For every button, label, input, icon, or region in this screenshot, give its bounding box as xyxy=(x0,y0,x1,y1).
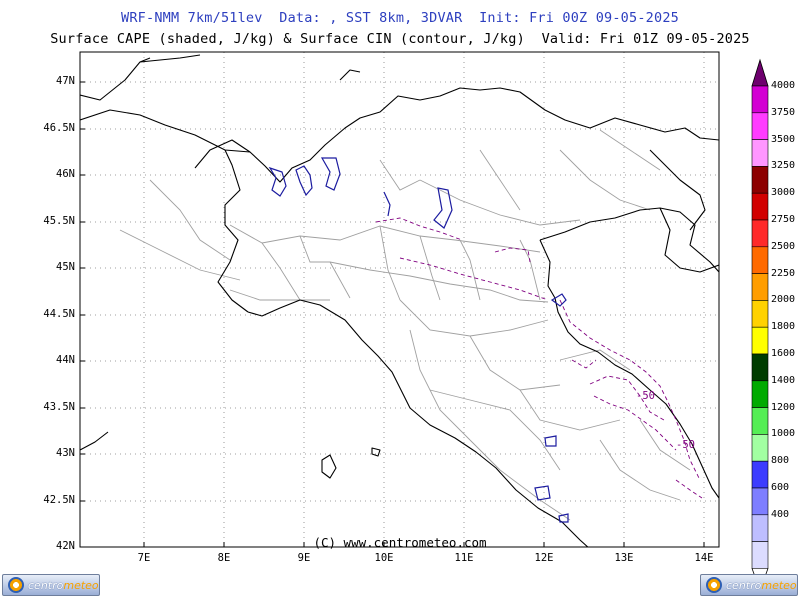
lat-label: 44.5N xyxy=(43,308,75,320)
colorbar-swatch xyxy=(751,380,769,408)
colorbar-label: 1400 xyxy=(771,374,796,386)
colorbar-label: 2500 xyxy=(771,240,796,252)
colorbar-label: 3250 xyxy=(771,160,796,172)
lat-label: 47N xyxy=(56,75,75,87)
colorbar xyxy=(751,58,769,592)
colorbar-swatch xyxy=(751,407,769,435)
lon-label: 9E xyxy=(297,552,311,564)
colorbar-swatch xyxy=(751,300,769,328)
logo-text-part1: centro xyxy=(726,578,762,592)
colorbar-label: 600 xyxy=(771,482,790,493)
colorbar-swatch xyxy=(751,353,769,382)
lakes xyxy=(268,157,569,523)
colorbar-swatch xyxy=(751,434,769,462)
logo-text-part2: meteo xyxy=(761,578,797,592)
colorbar-label: 3750 xyxy=(771,106,796,118)
colorbar-label: 1000 xyxy=(771,428,796,440)
cin-label: -50 xyxy=(676,439,695,451)
coastline-and-borders xyxy=(80,54,719,547)
lat-label: 42.5N xyxy=(43,494,75,506)
colorbar-label: 3500 xyxy=(771,133,796,145)
title-model-info: WRF-NMM 7km/51lev Data: , SST 8km, 3DVAR… xyxy=(121,10,679,26)
cin-contours xyxy=(375,217,703,499)
colorbar-label: 800 xyxy=(771,455,790,467)
lon-label: 13E xyxy=(614,552,634,564)
colorbar-swatch xyxy=(751,112,769,140)
copyright-text: (C) www.centrometeo.com xyxy=(313,535,487,550)
logo-left[interactable]: centrometeo xyxy=(2,574,100,596)
colorbar-swatch xyxy=(751,85,769,114)
cin-label: -50 xyxy=(636,390,655,402)
colorbar-swatch xyxy=(751,219,769,248)
colorbar-swatch xyxy=(751,246,769,274)
logo-text-part1: centro xyxy=(28,578,64,592)
colorbar-label: 4000 xyxy=(771,80,796,91)
colorbar-swatch xyxy=(751,273,769,301)
lat-label: 42N xyxy=(56,540,75,552)
logo-text-part2: meteo xyxy=(63,578,99,592)
colorbar-swatch xyxy=(751,139,769,167)
colorbar-label: 1200 xyxy=(771,401,796,413)
axis-ticks xyxy=(80,81,705,547)
regional-borders xyxy=(119,129,691,521)
colorbar-swatch xyxy=(751,326,769,355)
colorbar-swatch xyxy=(751,514,769,542)
lat-label: 43.5N xyxy=(43,401,75,413)
lon-label: 12E xyxy=(534,552,554,564)
colorbar-label: 2250 xyxy=(771,267,796,279)
colorbar-swatch xyxy=(751,460,769,489)
lat-label: 46.5N xyxy=(43,122,75,134)
lat-label: 44N xyxy=(56,354,75,366)
lat-label: 45N xyxy=(56,261,75,273)
logo-globe-icon xyxy=(706,577,722,593)
lat-label: 45.5N xyxy=(43,215,75,227)
logo-globe-icon xyxy=(8,577,24,593)
colorbar-label: 400 xyxy=(771,508,790,520)
title-variable-info: Surface CAPE (shaded, J/kg) & Surface CI… xyxy=(50,31,750,47)
colorbar-swatch xyxy=(751,192,769,221)
lat-label: 43N xyxy=(56,447,75,459)
colorbar-label: 2750 xyxy=(771,214,796,225)
lon-label: 7E xyxy=(137,552,151,564)
lon-label: 8E xyxy=(217,552,231,564)
colorbar-label: 1600 xyxy=(771,348,796,359)
colorbar-label: 1800 xyxy=(771,321,796,333)
colorbar-label: 2000 xyxy=(771,294,796,306)
lon-label: 10E xyxy=(374,552,394,564)
colorbar-swatch xyxy=(751,166,769,194)
lon-label: 11E xyxy=(454,552,474,564)
colorbar-top-triangle xyxy=(751,58,769,87)
lat-label: 46N xyxy=(56,168,75,180)
logo-right[interactable]: centrometeo xyxy=(700,574,798,596)
colorbar-swatch xyxy=(751,541,769,569)
lon-label: 14E xyxy=(694,552,714,564)
colorbar-swatch xyxy=(751,487,769,516)
colorbar-label: 3000 xyxy=(771,187,796,199)
map-frame xyxy=(79,51,720,548)
